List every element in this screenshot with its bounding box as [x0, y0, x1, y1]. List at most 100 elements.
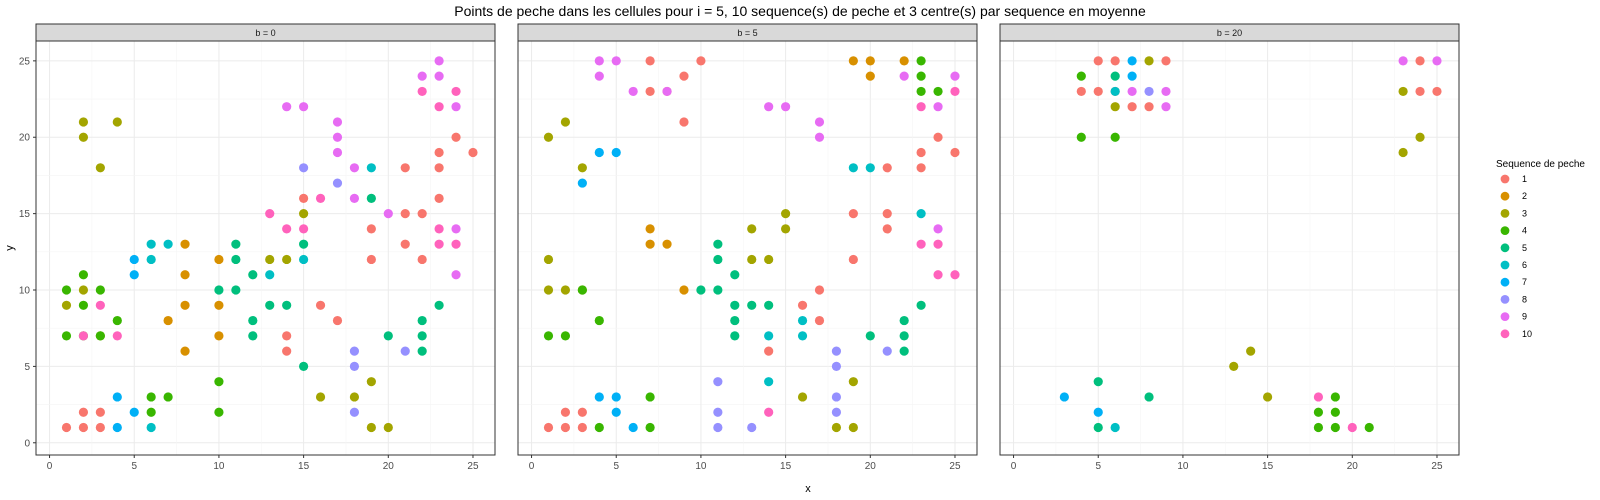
data-point — [814, 132, 825, 142]
data-point — [764, 331, 774, 341]
data-point — [1161, 86, 1171, 97]
data-point — [781, 102, 791, 112]
data-point — [899, 56, 909, 66]
data-point — [214, 377, 224, 387]
x-tick-label: 0 — [529, 461, 535, 472]
data-point — [1432, 86, 1442, 97]
data-point — [417, 331, 427, 341]
data-point — [628, 422, 638, 433]
data-point — [713, 285, 723, 295]
legend-items: 1 2 3 4 5 6 7 8 9 10 — [1500, 174, 1532, 339]
x-tick-label: 0 — [1011, 461, 1017, 472]
x-tick-label: 5 — [131, 461, 137, 472]
data-point — [662, 86, 672, 97]
data-point — [231, 285, 241, 295]
data-point — [61, 285, 72, 295]
data-point — [95, 407, 105, 417]
data-point — [332, 178, 343, 188]
data-point — [1415, 86, 1425, 97]
legend-title: Sequence de peche — [1496, 159, 1585, 170]
data-point — [214, 300, 224, 310]
data-point — [417, 346, 427, 356]
data-point — [577, 178, 587, 188]
data-point — [434, 71, 444, 81]
data-point — [1330, 422, 1340, 433]
data-point — [1127, 86, 1137, 97]
data-point — [679, 117, 689, 127]
y-tick-label: 5 — [24, 362, 30, 373]
data-point — [112, 331, 122, 341]
data-point — [248, 270, 258, 280]
x-tick-label: 20 — [383, 461, 395, 472]
data-point — [366, 254, 376, 265]
x-tick-label: 10 — [213, 461, 225, 472]
data-point — [781, 209, 791, 219]
data-point — [417, 209, 427, 219]
data-point — [417, 254, 427, 265]
data-point — [645, 422, 655, 433]
data-point — [1398, 86, 1408, 97]
data-point — [916, 147, 926, 158]
y-tick-label: 25 — [19, 56, 31, 67]
data-point — [764, 407, 774, 417]
data-point — [282, 224, 292, 234]
legend-key — [1500, 191, 1510, 201]
data-point — [468, 147, 478, 158]
data-point — [747, 300, 757, 310]
data-point — [1263, 392, 1273, 402]
data-point — [797, 392, 808, 402]
data-point — [560, 407, 571, 417]
data-point — [1144, 392, 1154, 402]
data-point — [434, 224, 444, 234]
data-point — [1076, 86, 1086, 97]
data-point — [400, 209, 410, 219]
data-point — [662, 239, 672, 249]
data-point — [299, 102, 309, 112]
data-point — [383, 422, 393, 433]
data-point — [594, 56, 604, 66]
data-point — [1093, 407, 1103, 417]
data-point — [933, 86, 943, 97]
data-point — [1127, 102, 1137, 112]
data-point — [730, 331, 740, 341]
data-point — [933, 224, 943, 234]
data-point — [78, 331, 89, 341]
panels-layer: b = 0 0 5 10 15 20 25 0 5 10 15 20 25 b = 5 0 5 10 15 20 25… — [19, 23, 1460, 472]
x-axis-title: x — [805, 483, 811, 495]
data-point — [383, 331, 393, 341]
data-point — [95, 331, 105, 341]
data-point — [434, 239, 444, 249]
data-point — [543, 285, 554, 295]
panel-border — [35, 40, 496, 456]
data-point — [299, 193, 309, 203]
data-point — [214, 254, 224, 265]
legend-key — [1500, 312, 1510, 321]
data-point — [383, 209, 393, 219]
data-point — [1246, 346, 1256, 356]
data-point — [916, 86, 926, 97]
data-point — [1144, 86, 1154, 97]
data-point — [628, 86, 638, 97]
data-point — [299, 224, 309, 234]
data-point — [332, 315, 343, 326]
data-point — [1161, 102, 1171, 112]
data-point — [1415, 132, 1425, 142]
data-point — [577, 285, 587, 295]
legend-key — [1500, 277, 1510, 287]
data-point — [848, 377, 858, 387]
data-point — [282, 300, 292, 310]
data-point — [713, 422, 723, 433]
data-point — [78, 132, 89, 142]
data-point — [645, 224, 655, 234]
legend-entry-label: 5 — [1522, 243, 1527, 253]
data-point — [730, 270, 740, 280]
data-point — [611, 407, 621, 417]
data-point — [299, 163, 309, 173]
data-point — [434, 193, 444, 203]
data-point — [1127, 71, 1137, 81]
data-point — [112, 392, 122, 402]
data-point — [265, 209, 275, 219]
data-point — [797, 315, 808, 326]
